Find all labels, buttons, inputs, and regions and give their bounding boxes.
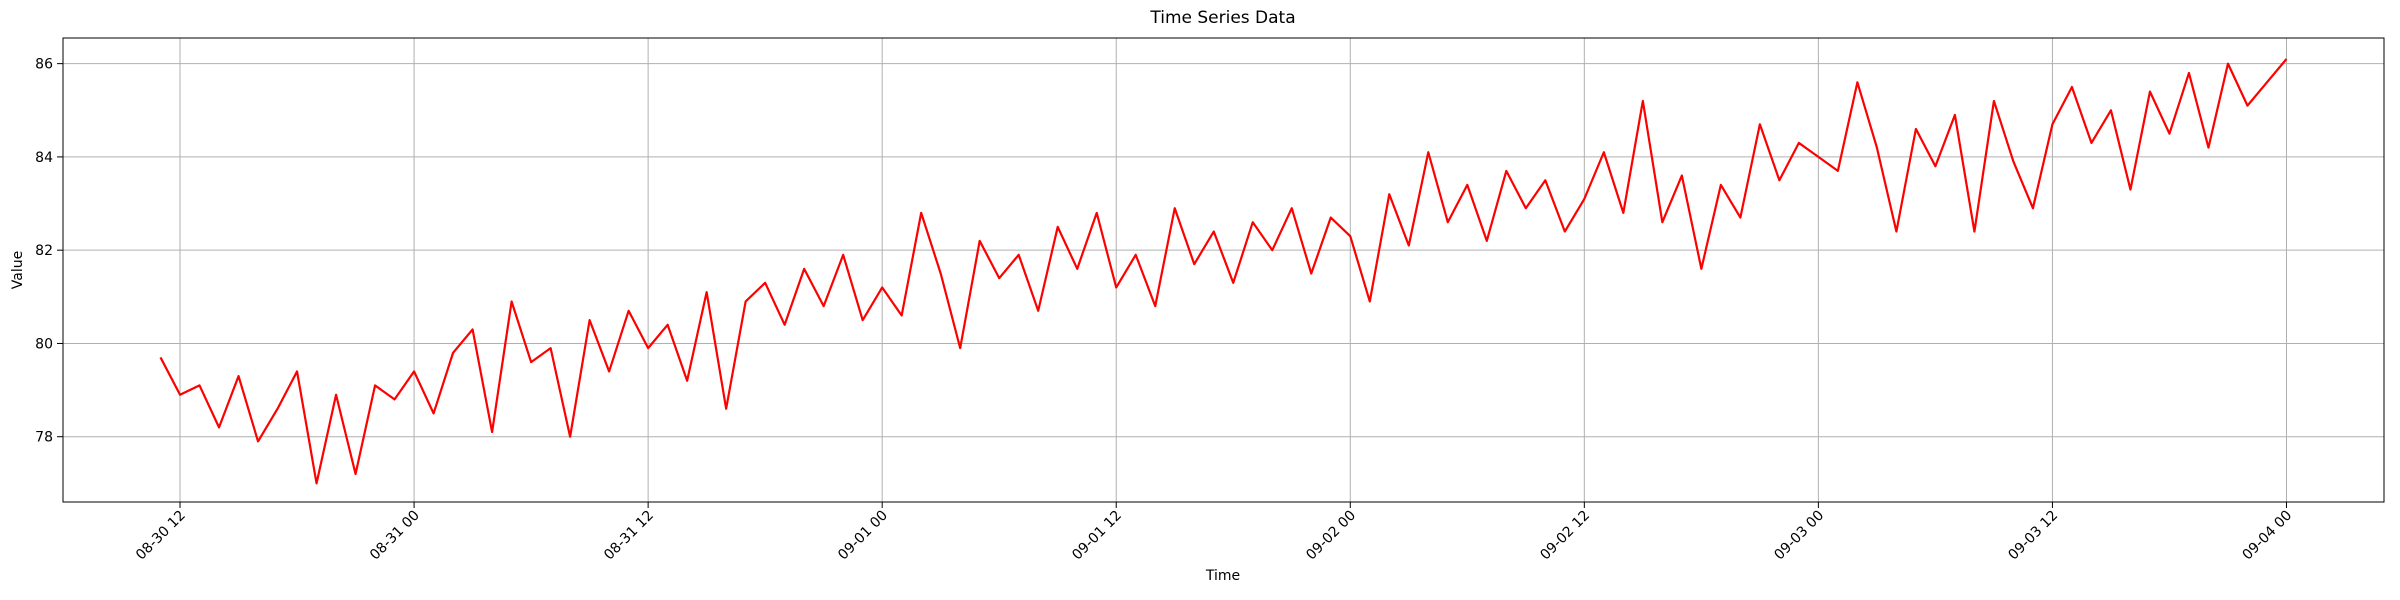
x-tick-label: 08-30 12 <box>133 508 189 564</box>
y-tick-label: 86 <box>35 57 53 73</box>
x-tick-label: 09-02 00 <box>1303 508 1359 564</box>
y-tick-label: 82 <box>35 243 53 259</box>
plot-frame <box>62 37 2385 503</box>
x-tick-label: 08-31 00 <box>367 508 423 564</box>
x-axis-label: Time <box>1205 568 1240 584</box>
y-tick-label: 84 <box>35 150 53 166</box>
chart-title: Time Series Data <box>1149 8 1295 28</box>
x-tick-label: 09-01 00 <box>835 508 891 564</box>
x-tick-label: 09-03 12 <box>2005 508 2061 564</box>
x-tick-label: 09-04 00 <box>2239 508 2295 564</box>
y-axis-label: Value <box>10 251 26 289</box>
x-tick-label: 09-03 00 <box>1771 508 1827 564</box>
y-tick-label: 80 <box>35 336 53 352</box>
x-tick-label: 09-01 12 <box>1069 508 1125 564</box>
x-tick-label: 08-31 12 <box>601 508 657 564</box>
x-tick-label: 09-02 12 <box>1537 508 1593 564</box>
y-tick-label: 78 <box>35 430 53 446</box>
data-line <box>159 58 2288 485</box>
